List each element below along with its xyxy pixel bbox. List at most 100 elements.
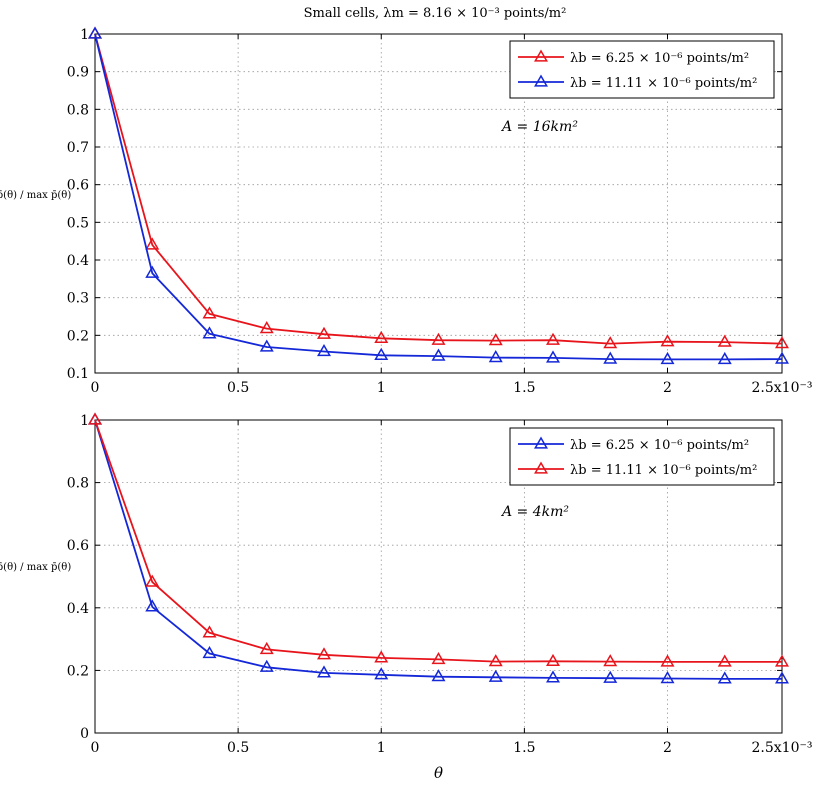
data-point: [145, 599, 160, 612]
plot-frame: [94, 33, 783, 374]
plot-frame: [94, 419, 783, 734]
data-point: [660, 351, 675, 365]
data-point: [546, 350, 560, 363]
y-tick-label: 0.6: [67, 178, 89, 194]
data-point: [317, 326, 331, 339]
data-point: [259, 641, 274, 655]
x-axis-label: θ: [434, 764, 443, 782]
figure-title: Small cells, λm = 8.16 × 10⁻³ points/m²: [304, 6, 567, 21]
data-point: [202, 645, 217, 659]
data-point: [775, 336, 789, 349]
data-point: [488, 654, 503, 667]
y-tick-label: 0: [80, 726, 89, 742]
series-line: [94, 419, 782, 680]
data-point: [431, 651, 446, 665]
y-tick-label: 1: [80, 413, 89, 429]
legend: λb = 6.25 × 10⁻⁶ points/m² λb = 11.11 × 1…: [509, 40, 775, 99]
data-point: [317, 665, 331, 678]
data-point: [431, 669, 446, 682]
y-tick-label: 0.2: [67, 663, 89, 679]
panel-1: 0 0.5 1 1.5 2 2.5x10⁻³ 0.1 0.2 0.3 0.4 0.5 0.6 0.7 0.…: [0, 26, 813, 396]
data-point: [202, 625, 217, 638]
data-point: [775, 654, 789, 667]
data-point: [603, 654, 618, 667]
data-point: [431, 348, 446, 361]
y-tick-label: 0.5: [67, 215, 89, 231]
data-point: [317, 344, 331, 357]
x-tick-label: 1.5: [513, 740, 535, 756]
data-point: [374, 347, 389, 360]
y-tick-label: 0.2: [67, 328, 89, 344]
data-point: [259, 659, 274, 672]
data-point: [775, 351, 789, 364]
y-tick-label: 0.7: [67, 140, 89, 156]
y-tick-label: 0.6: [67, 538, 89, 554]
y-tick-label: 0.8: [67, 102, 89, 118]
y-tick-label: 0.4: [67, 601, 89, 617]
data-point: [603, 670, 618, 683]
area-annotation: A = 4km²: [500, 504, 569, 520]
data-point: [717, 654, 732, 667]
y-tick-label: 0.3: [67, 291, 89, 307]
y-axis-label: p̄(θ) / max p̄(θ): [0, 190, 71, 201]
x-tick-label: 1.5: [513, 380, 535, 396]
legend-swatch-marker: [534, 461, 548, 474]
series-2: [88, 26, 789, 365]
data-point: [660, 654, 675, 667]
x-tick-label: 2: [663, 740, 672, 756]
data-point: [202, 326, 217, 339]
data-point: [202, 306, 217, 319]
x-tick-label: 2.5x10⁻³: [752, 740, 813, 756]
series-line: [94, 33, 783, 361]
x-tick-label: 2.5x10⁻³: [752, 380, 813, 396]
panel-2: 0 0.5 1 1.5 2 2.5x10⁻³ 0 0.2 0.4 0.6 0.8 1 p̄(θ) / m…: [0, 412, 813, 782]
y-tick-label: 0.1: [67, 366, 89, 382]
area-annotation: A = 16km²: [500, 119, 578, 135]
x-tick-label: 0: [91, 740, 100, 756]
series-line: [94, 419, 782, 663]
y-tick-label: 0.4: [67, 253, 89, 269]
legend: λb = 6.25 × 10⁻⁶ points/m² λb = 11.11 × 1…: [509, 427, 775, 486]
data-point: [717, 671, 732, 684]
series-line: [94, 33, 783, 345]
data-point: [488, 333, 503, 346]
data-point: [145, 237, 160, 250]
data-point: [145, 265, 160, 278]
data-point: [374, 330, 389, 343]
data-point: [603, 336, 618, 349]
series-1: [88, 26, 789, 349]
x-tick-label: 1: [377, 380, 386, 396]
data-point: [259, 321, 274, 334]
data-point: [431, 332, 446, 345]
x-tick-label: 0.5: [227, 740, 249, 756]
data-point: [145, 574, 160, 587]
data-point: [660, 671, 675, 684]
data-point: [88, 26, 102, 39]
legend-box: [509, 40, 775, 99]
data-point: [717, 334, 732, 347]
legend-swatch-marker: [534, 49, 548, 62]
y-tick-label: 1: [80, 27, 89, 43]
data-point: [374, 667, 389, 680]
data-point: [374, 650, 389, 663]
data-point: [88, 412, 102, 425]
x-tick-label: 0.5: [227, 380, 249, 396]
y-tick-label: 0.8: [67, 476, 89, 492]
data-point: [546, 670, 560, 683]
data-point: [488, 669, 503, 682]
y-tick-label: 0.9: [67, 65, 89, 81]
legend-entry-label: λb = 6.25 × 10⁻⁶ points/m²: [570, 438, 749, 453]
data-point: [717, 351, 732, 365]
data-point: [775, 671, 789, 684]
legend-entry-label: λb = 11.11 × 10⁻⁶ points/m²: [570, 463, 757, 478]
data-point: [488, 350, 503, 363]
x-tick-label: 2: [663, 380, 672, 396]
data-point: [546, 653, 560, 666]
legend-entry-label: λb = 11.11 × 10⁻⁶ points/m²: [570, 76, 757, 91]
x-tick-label: 0: [91, 380, 100, 396]
legend-swatch-marker: [534, 436, 548, 449]
legend-box: [509, 427, 775, 486]
data-point: [603, 351, 618, 364]
